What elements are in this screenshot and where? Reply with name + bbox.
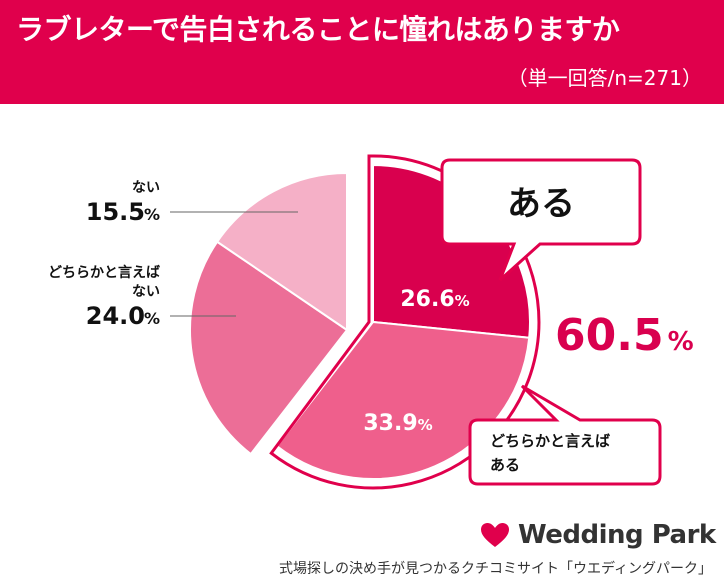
- callout-aru-bubble: [440, 158, 642, 282]
- slice-dochiraka-aru: [275, 320, 531, 480]
- label-dochiraka-nai-line2: ない: [132, 284, 160, 300]
- callout-dochiraka-aru: どちらかと言えば ある: [468, 384, 662, 486]
- label-nai: ない: [132, 180, 160, 196]
- sample-note: （単一回答/n=271）: [507, 66, 702, 90]
- value-dochiraka-nai: 24.0: [86, 302, 145, 330]
- value-nai: 15.5: [86, 198, 145, 226]
- combined-total-unit: %: [668, 327, 694, 357]
- value-aru: 26.6%: [400, 287, 469, 312]
- value-dochiraka-aru-number: 33.9: [363, 411, 417, 436]
- value-aru-unit: %: [455, 292, 470, 310]
- unit-dochiraka-nai: %: [144, 309, 160, 328]
- combined-total: 60.5%: [555, 310, 694, 361]
- brand-name: Wedding Park: [518, 520, 716, 550]
- value-dochiraka-aru: 33.9%: [363, 411, 432, 436]
- unit-nai: %: [144, 205, 160, 224]
- heart-icon: [481, 523, 509, 547]
- wedding-park-logo: Wedding Park: [480, 520, 716, 550]
- callout-dochiraka-aru-line1: どちらかと言えば: [490, 432, 610, 450]
- header-banner: ラブレターで告白されることに憧れはありますか （単一回答/n=271）: [0, 0, 724, 104]
- value-dochiraka-aru-unit: %: [418, 416, 433, 434]
- callout-aru: ある: [440, 158, 642, 282]
- value-aru-number: 26.6: [400, 287, 454, 312]
- callout-aru-text: ある: [507, 184, 575, 224]
- label-dochiraka-nai-line1: どちらかと言えば: [48, 264, 160, 281]
- chart-title: ラブレターで告白されることに憧れはありますか: [16, 13, 620, 46]
- callout-dochiraka-aru-bubble: [468, 384, 662, 486]
- slice-dochiraka-nai: [189, 240, 349, 456]
- footer-caption: 式場探しの決め手が見つかるクチコミサイト「ウエディングパーク」: [278, 561, 712, 577]
- combined-total-value: 60.5: [555, 310, 664, 361]
- callout-dochiraka-aru-line2: ある: [490, 456, 520, 474]
- pie-slices: [189, 163, 531, 480]
